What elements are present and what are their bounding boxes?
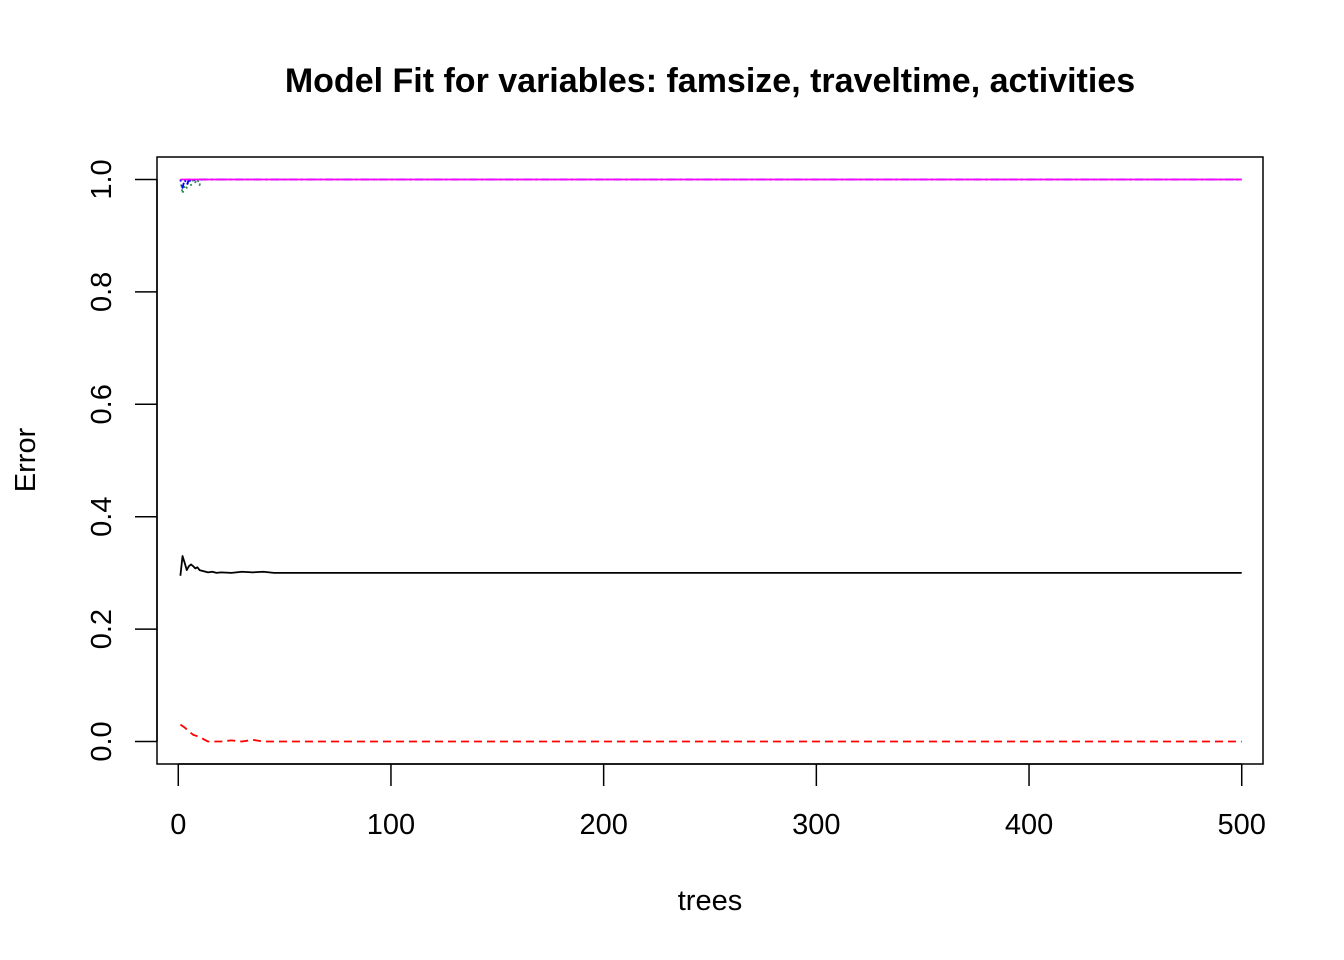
y-axis: 0.0 0.2 0.4 0.6 0.8 1.0 [86,159,158,762]
x-tick-label: 400 [1005,809,1053,841]
y-tick-label: 0.6 [86,384,118,424]
plot-area-frame [156,156,1264,765]
series-layer [179,178,1242,743]
x-tick-label: 100 [367,809,415,841]
x-tick-label: 200 [579,809,627,841]
x-axis-label: trees [678,885,742,917]
y-tick-label: 1.0 [86,159,118,199]
x-tick-label: 300 [792,809,840,841]
series-line-3 [179,178,1242,195]
x-tick-label: 0 [170,809,186,841]
x-tick-label: 500 [1218,809,1266,841]
y-tick-label: 0.2 [86,609,118,649]
y-tick-label: 0.4 [86,497,118,537]
series-line-1 [179,555,1242,576]
series-line-4 [179,178,1242,189]
chart-title: Model Fit for variables: famsize, travel… [285,62,1135,100]
y-axis-label: Error [10,427,42,492]
series-line-2 [179,723,1242,743]
x-axis: 0 100 200 300 400 500 [170,763,1266,841]
y-tick-label: 0.0 [86,721,118,761]
y-tick-label: 0.8 [86,272,118,312]
